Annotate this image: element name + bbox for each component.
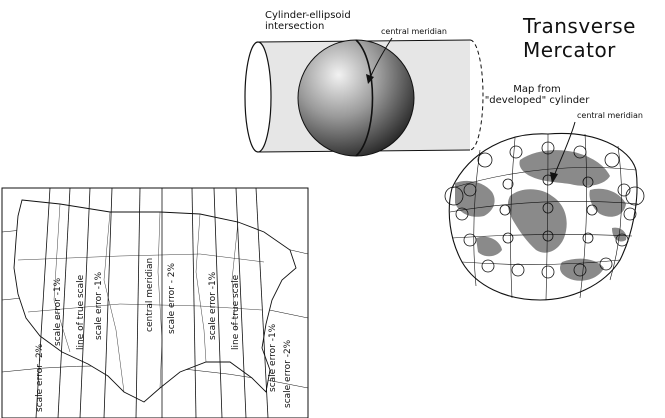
cylinder-label: Cylinder-ellipsoid intersection (265, 10, 351, 32)
land-small-1 (476, 236, 502, 257)
us-line-label-6: scale error - 2% (167, 262, 177, 334)
us-outline (13, 199, 297, 403)
title-line-2: Mercator (523, 38, 616, 62)
world-map-meridian-label: central meridian (577, 111, 643, 120)
cylinder-back-end (469, 39, 484, 151)
cylinder-meridian-arrowhead (366, 74, 374, 84)
us-line-label-5: central meridian (145, 258, 155, 332)
world-map-label-line-1: Map from (513, 84, 561, 95)
title: Transverse Mercator (523, 14, 636, 62)
world-map-label: Map from "developed" cylinder (477, 84, 597, 106)
us-line-label-9: scale error -1% (268, 323, 278, 392)
cylinder-meridian-arrow (369, 37, 393, 79)
us-line-label-4: scale error -1% (94, 271, 104, 340)
cylinder-label-line-1: Cylinder-ellipsoid (265, 10, 351, 21)
cylinder-front-end (244, 41, 272, 153)
ellipsoid-sphere (297, 39, 415, 157)
land-asia-east (589, 188, 626, 217)
title-line-1: Transverse (523, 14, 636, 38)
us-line-label-7: scale error -1% (208, 271, 218, 340)
us-line-label-8: line of true scale (231, 274, 241, 350)
us-line-label-3: line of true scale (76, 274, 86, 350)
world-map-tissot-indicatrices (444, 141, 645, 279)
us-line-label-2: scale error -1% (53, 277, 63, 346)
world-meridian-arrow (553, 121, 576, 177)
us-state-borders (17, 203, 265, 393)
world-meridian-arrowhead (550, 172, 558, 184)
cylinder-label-line-2: intersection (265, 21, 325, 32)
us-line-label-1: scale error -2% (35, 343, 45, 412)
cylinder-ellipsoid-intersection-line (355, 39, 374, 157)
land-antarctica-part (560, 258, 604, 281)
us-zone-lines (35, 187, 269, 418)
us-map: scale error -2% scale error -1% line of … (1, 187, 309, 418)
world-map-label-line-2: "developed" cylinder (484, 95, 590, 106)
world-map (444, 121, 645, 301)
us-line-label-10: scale error -2% (283, 339, 293, 408)
cylinder-meridian-label: central meridian (381, 27, 447, 36)
